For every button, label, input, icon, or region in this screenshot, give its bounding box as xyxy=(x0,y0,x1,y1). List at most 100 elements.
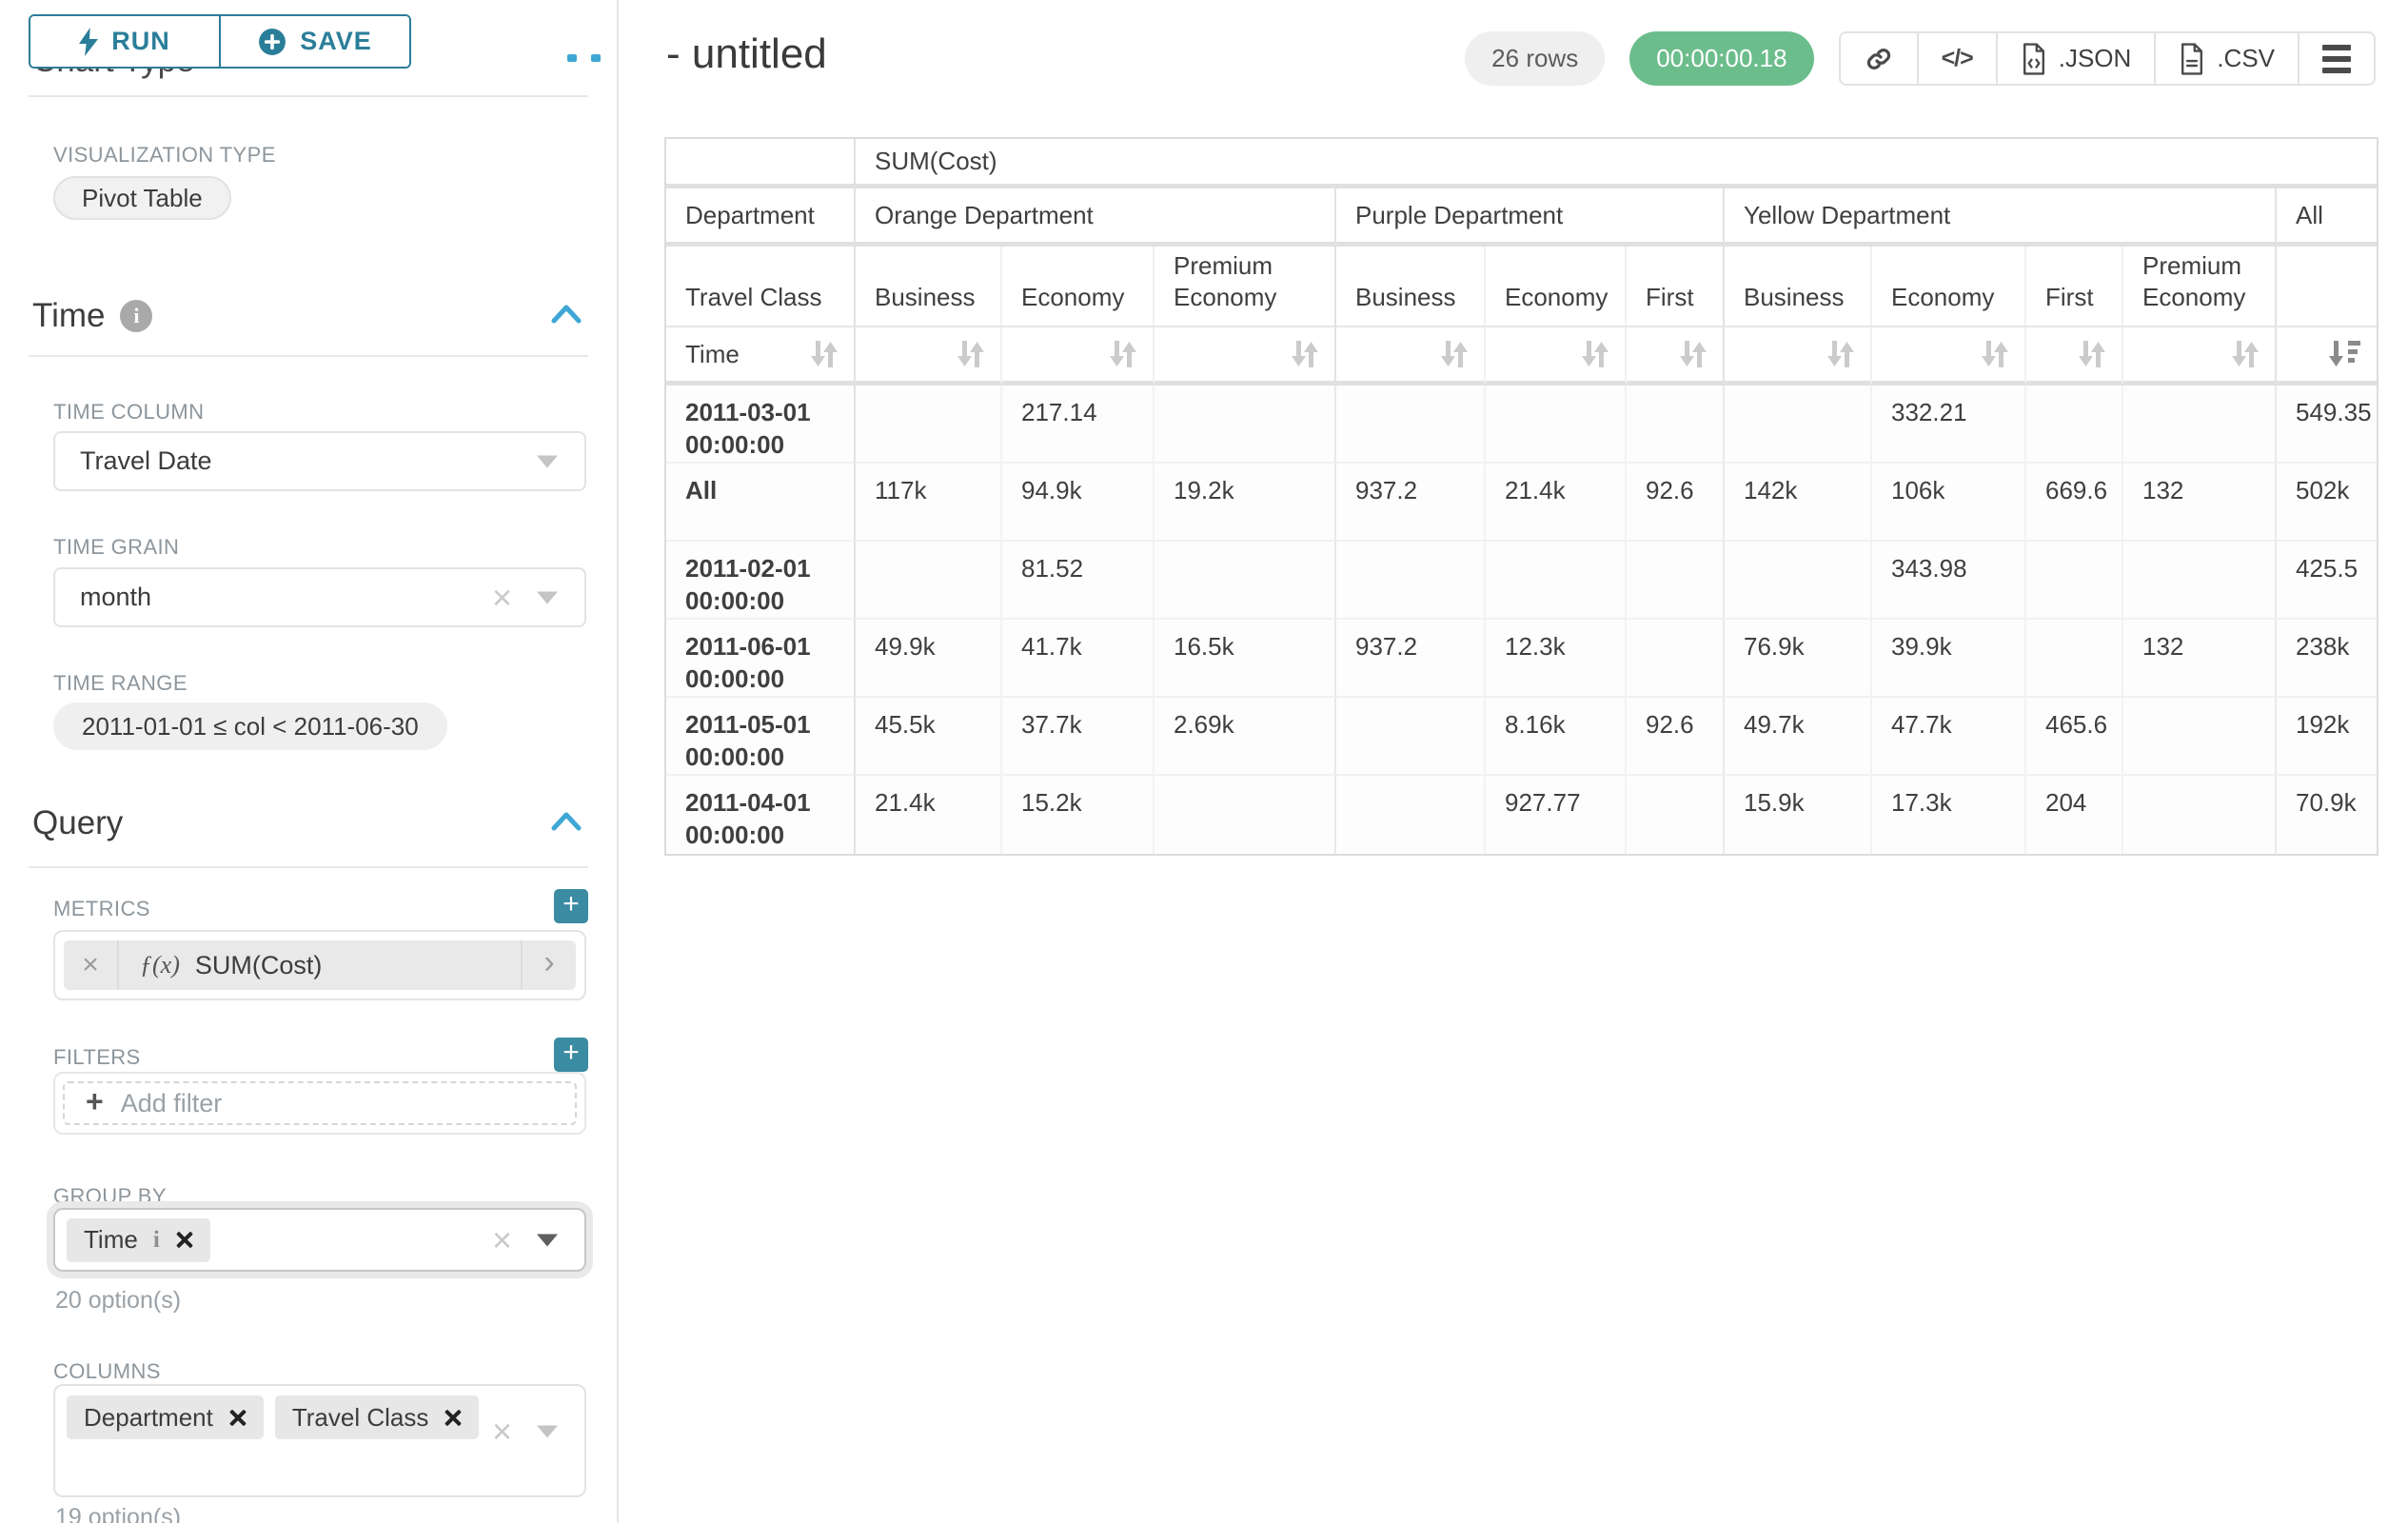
add-filter-plus-button[interactable]: + xyxy=(554,1038,588,1072)
value-cell: 238k xyxy=(2277,620,2378,698)
value-cell xyxy=(1336,776,1486,854)
expand-metric-icon[interactable]: › xyxy=(521,940,576,990)
time-axis-sort-header[interactable]: Time xyxy=(666,327,856,386)
collapse-query-section-button[interactable] xyxy=(550,810,582,838)
sort-header-cell[interactable] xyxy=(856,327,1002,386)
travel-class-header: First xyxy=(1627,247,1725,327)
save-button[interactable]: SAVE xyxy=(219,16,409,67)
value-cell: 47.7k xyxy=(1872,698,2026,776)
row-count-badge: 26 rows xyxy=(1465,31,1606,86)
caret-down-icon xyxy=(537,1425,558,1438)
value-cell: 927.77 xyxy=(1486,776,1627,854)
add-metric-button[interactable]: + xyxy=(554,889,588,923)
value-cell: 8.16k xyxy=(1486,698,1627,776)
sort-header-cell[interactable] xyxy=(1627,327,1725,386)
sort-header-cell[interactable] xyxy=(1155,327,1336,386)
travel-class-header: Economy xyxy=(1002,247,1155,327)
value-cell xyxy=(1486,542,1627,620)
time-column-value: Travel Date xyxy=(80,446,212,475)
view-query-button[interactable]: </> xyxy=(1916,33,1996,84)
value-cell xyxy=(1155,386,1336,464)
value-cell xyxy=(1336,698,1486,776)
columns-value-pill[interactable]: Travel Class xyxy=(274,1395,480,1439)
time-column-select[interactable]: Travel Date xyxy=(53,431,586,491)
value-cell: 142k xyxy=(1725,464,1872,542)
sort-header-cell[interactable] xyxy=(1486,327,1627,386)
caret-down-icon xyxy=(537,455,558,467)
table-row: 2011-05-01 00:00:00 45.5k 37.7k 2.69k 8.16k 9… xyxy=(666,698,2378,776)
sort-header-cell[interactable] xyxy=(2026,327,2123,386)
metric-pill[interactable]: × ƒ(x) SUM(Cost) › xyxy=(64,940,576,990)
time-grain-value: month xyxy=(80,583,152,611)
value-cell: 12.3k xyxy=(1486,620,1627,698)
chevron-up-icon-clipped[interactable] xyxy=(567,54,601,62)
remove-tag-icon[interactable] xyxy=(228,1409,247,1427)
sort-icon xyxy=(1582,341,1609,367)
sort-header-cell[interactable] xyxy=(1002,327,1155,386)
group-by-label: GROUP BY xyxy=(53,1184,167,1208)
group-by-select[interactable]: Time i × xyxy=(53,1208,586,1272)
value-cell: 49.9k xyxy=(856,620,1002,698)
row-label: 2011-02-01 00:00:00 xyxy=(666,542,856,620)
export-csv-button[interactable]: .CSV xyxy=(2154,33,2298,84)
more-options-button[interactable] xyxy=(2298,33,2374,84)
table-row: 2011-04-01 00:00:00 21.4k 15.2k 927.77 15.9k… xyxy=(666,776,2378,854)
sort-icon xyxy=(2079,341,2105,367)
json-file-icon xyxy=(2023,42,2044,75)
plus-circle-icon xyxy=(259,28,286,55)
travel-class-header: Business xyxy=(1336,247,1486,327)
section-divider xyxy=(29,355,588,357)
sort-icon xyxy=(1680,341,1707,367)
value-cell: 502k xyxy=(2277,464,2378,542)
value-cell: 549.35 xyxy=(2277,386,2378,464)
chart-title[interactable]: - untitled xyxy=(666,30,827,77)
table-row: All 117k 94.9k 19.2k 937.2 21.4k 92.6 142k 106k 6… xyxy=(666,464,2378,542)
value-cell: 106k xyxy=(1872,464,2026,542)
csv-file-icon xyxy=(2181,42,2203,75)
pivot-table: SUM(Cost) Department Orange Department Purp… xyxy=(666,139,2378,854)
sort-header-cell[interactable] xyxy=(2277,327,2378,386)
value-cell: 81.52 xyxy=(1002,542,1155,620)
value-cell: 19.2k xyxy=(1155,464,1336,542)
menu-icon xyxy=(2322,44,2351,73)
collapse-time-section-button[interactable] xyxy=(550,303,582,330)
value-cell: 343.98 xyxy=(1872,542,2026,620)
travel-class-header: Business xyxy=(856,247,1002,327)
chevron-up-icon xyxy=(551,305,582,324)
value-cell xyxy=(2123,386,2277,464)
row-label: All xyxy=(666,464,856,542)
time-range-pill[interactable]: 2011-01-01 ≤ col < 2011-06-30 xyxy=(53,702,447,750)
save-button-label: SAVE xyxy=(300,27,372,55)
remove-tag-icon[interactable] xyxy=(444,1409,462,1427)
columns-select[interactable]: Department Travel Class × xyxy=(53,1384,586,1497)
sort-header-cell[interactable] xyxy=(2123,327,2277,386)
value-cell: 465.6 xyxy=(2026,698,2123,776)
sort-header-cell[interactable] xyxy=(1336,327,1486,386)
group-by-value-pill[interactable]: Time i xyxy=(67,1217,210,1262)
travel-class-header: Premium Economy xyxy=(1155,247,1336,327)
travel-class-header: Economy xyxy=(1872,247,2026,327)
run-save-button-group: RUN SAVE xyxy=(29,14,411,69)
columns-value-pill[interactable]: Department xyxy=(67,1395,264,1439)
value-cell: 21.4k xyxy=(856,776,1002,854)
value-cell xyxy=(1725,386,1872,464)
sort-header-cell[interactable] xyxy=(1872,327,2026,386)
clear-icon[interactable]: × xyxy=(491,1219,512,1259)
clear-icon[interactable]: × xyxy=(491,577,512,617)
export-json-button[interactable]: .JSON xyxy=(1995,33,2155,84)
value-cell: 425.5 xyxy=(2277,542,2378,620)
sort-header-cell[interactable] xyxy=(1725,327,1872,386)
value-cell xyxy=(1155,542,1336,620)
remove-tag-icon[interactable] xyxy=(175,1231,193,1249)
value-cell: 16.5k xyxy=(1155,620,1336,698)
share-link-button[interactable] xyxy=(1840,33,1917,84)
value-cell xyxy=(856,542,1002,620)
run-button[interactable]: RUN xyxy=(30,16,219,67)
remove-metric-icon[interactable]: × xyxy=(64,940,119,990)
time-grain-select[interactable]: month × xyxy=(53,567,586,627)
visualization-type-pill[interactable]: Pivot Table xyxy=(53,176,231,220)
add-filter-button[interactable]: + Add filter xyxy=(63,1081,577,1125)
table-row: 2011-02-01 00:00:00 81.52 343.98 425.5 xyxy=(666,542,2378,620)
clear-icon[interactable]: × xyxy=(491,1412,512,1451)
sort-descending-icon xyxy=(2329,341,2361,366)
